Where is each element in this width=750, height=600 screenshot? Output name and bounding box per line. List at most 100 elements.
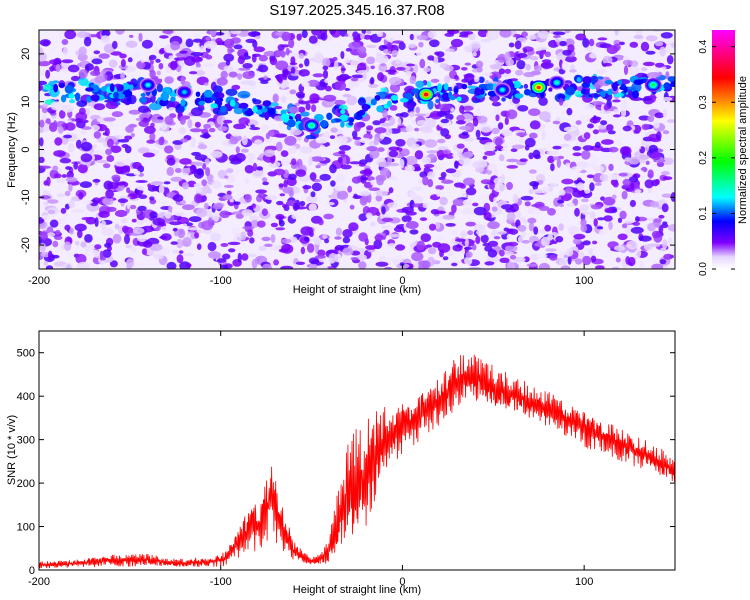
heatmap-cell: [39, 242, 46, 252]
heatmap-cell: [613, 245, 625, 251]
heatmap-cell: [131, 218, 137, 223]
heatmap-cell: [182, 204, 195, 211]
heatmap-cell: [596, 76, 604, 80]
heatmap-cell: [379, 132, 385, 140]
heatmap-cell: [99, 257, 106, 261]
heatmap-cell: [647, 72, 660, 79]
heatmap-cell: [424, 133, 429, 140]
heatmap-cell: [114, 160, 127, 167]
heatmap-cell: [641, 123, 650, 131]
heatmap-cell: [476, 107, 481, 116]
heatmap-cell: [299, 200, 306, 207]
heatmap-cell: [75, 253, 87, 264]
heatmap-hotspot: [536, 85, 541, 90]
heatmap-cell: [382, 117, 387, 122]
heatmap-cell: [94, 217, 99, 228]
heatmap-cell: [46, 176, 51, 187]
heatmap-cell: [436, 189, 441, 197]
heatmap-cell: [281, 238, 292, 244]
heatmap-cell: [384, 127, 393, 136]
heatmap-cell: [210, 151, 223, 158]
heatmap-cell: [441, 179, 454, 184]
heatmap-cell: [163, 181, 171, 185]
heatmap-cell: [591, 101, 604, 106]
heatmap-cell: [298, 52, 305, 59]
heatmap-cell: [322, 57, 331, 68]
heatmap-cell: [589, 154, 598, 164]
heatmap-cell: [272, 93, 279, 103]
heatmap-cell: [342, 247, 354, 256]
heatmap-cell: [138, 105, 150, 113]
heatmap-cell: [196, 207, 207, 218]
heatmap-cell: [378, 161, 391, 168]
heatmap-cell: [553, 197, 561, 207]
heatmap-cell: [456, 143, 465, 149]
heatmap-cell: [368, 83, 379, 88]
heatmap-cell: [377, 72, 384, 82]
heatmap-cell: [529, 181, 540, 187]
heatmap-cell: [137, 205, 147, 212]
colorbar-label: Normalized spectral amplitude: [737, 76, 749, 224]
heatmap-cell: [161, 201, 168, 206]
heatmap-cell: [182, 182, 189, 190]
heatmap-cell: [141, 39, 153, 49]
heatmap-cell: [618, 172, 628, 177]
heatmap-cell: [357, 70, 370, 74]
heatmap-cell: [515, 69, 524, 76]
heatmap-cell: [595, 265, 605, 269]
heatmap-cell: [344, 87, 351, 91]
heatmap-cell: [59, 158, 72, 164]
heatmap-cell: [612, 181, 619, 188]
heatmap-cell: [602, 55, 613, 65]
heatmap-ridge-cell: [160, 92, 170, 101]
heatmap-cell: [105, 101, 119, 110]
heatmap-cell: [593, 218, 598, 227]
heatmap-cell: [79, 181, 92, 189]
heatmap-cell: [310, 156, 324, 162]
heatmap-cell: [564, 187, 574, 195]
heatmap-cell: [497, 53, 507, 63]
heatmap-cell: [588, 38, 595, 47]
heatmap-cell: [299, 146, 313, 154]
heatmap-cell: [442, 256, 449, 261]
heatmap-cell: [559, 143, 571, 148]
heatmap-cell: [559, 203, 564, 207]
heatmap-cell: [658, 225, 664, 234]
heatmap-cell: [158, 136, 165, 146]
heatmap-cell: [311, 182, 322, 192]
heatmap-cell: [569, 69, 577, 73]
heatmap-cell: [304, 58, 310, 67]
heatmap-ridge-cell: [485, 83, 495, 91]
heatmap-ridge-cell: [252, 105, 258, 113]
heatmap-cell: [429, 39, 440, 48]
heatmap-cell: [135, 180, 148, 183]
heatmap-cell: [196, 168, 204, 176]
heatmap-cell: [654, 112, 665, 119]
heatmap-cell: [486, 30, 499, 41]
heatmap-cell: [405, 221, 419, 229]
heatmap-cell: [504, 68, 511, 74]
heatmap-cell: [228, 154, 238, 162]
heatmap-cell: [263, 75, 268, 80]
heatmap-cell: [240, 231, 247, 241]
heatmap-cell: [360, 33, 365, 40]
heatmap-cell: [381, 206, 386, 215]
heatmap-cell: [613, 43, 621, 52]
heatmap-cell: [348, 41, 361, 50]
heatmap-cell: [596, 226, 604, 230]
heatmap-cell: [505, 245, 518, 252]
heatmap-cell: [305, 134, 316, 140]
heatmap-cell: [65, 166, 72, 170]
heatmap-cell: [76, 100, 88, 107]
heatmap-cell: [199, 45, 206, 52]
heatmap-cell: [521, 240, 530, 244]
heatmap-cell: [615, 257, 621, 263]
heatmap-cell: [315, 136, 329, 144]
heatmap-cell: [427, 171, 435, 179]
heatmap-cell: [363, 34, 372, 40]
heatmap-cell: [292, 253, 299, 258]
heatmap-cell: [247, 229, 254, 237]
heatmap-cell: [130, 243, 137, 253]
heatmap-cell: [117, 198, 128, 203]
